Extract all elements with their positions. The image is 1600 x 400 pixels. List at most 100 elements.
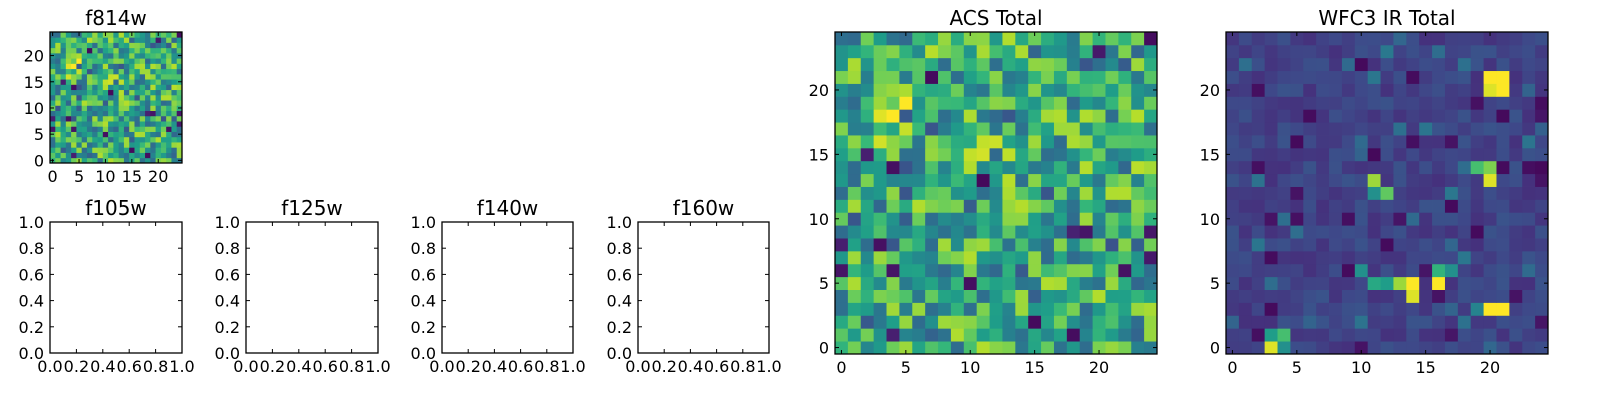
wfc3-ir-total-cell: [1354, 186, 1369, 200]
f814w-cell: [139, 68, 146, 75]
wfc3-ir-total-cell: [1341, 32, 1356, 46]
acs-total-cell: [976, 225, 990, 239]
wfc3-ir-total-cell: [1238, 199, 1253, 213]
acs-total-cell: [1144, 160, 1158, 175]
f814w-cell: [71, 152, 77, 159]
acs-total-cell: [950, 276, 965, 290]
f125w-x-tick-label: 0.8: [339, 357, 364, 376]
acs-total-cell: [1105, 44, 1119, 59]
wfc3-ir-total-cell: [1329, 57, 1343, 72]
wfc3-ir-total-cell: [1316, 173, 1330, 187]
f814w-cell: [134, 63, 141, 70]
f814w-cell: [139, 136, 146, 143]
wfc3-ir-total-cell: [1303, 173, 1317, 187]
f125w-x-tick-label: 0.6: [312, 357, 337, 376]
acs-total-cell: [1015, 122, 1029, 136]
acs-total-cell: [1041, 122, 1055, 136]
f814w-cell: [166, 42, 172, 49]
acs-total-cell: [835, 83, 849, 97]
wfc3-ir-total-cell: [1277, 83, 1291, 97]
wfc3-ir-total-cell: [1419, 263, 1433, 278]
acs-total-cell: [835, 57, 849, 72]
wfc3-ir-total-cell: [1432, 57, 1446, 72]
f814w-cell: [118, 115, 125, 122]
f814w-cell: [81, 47, 88, 54]
f814w-cell: [65, 157, 72, 164]
f814w-cell: [129, 37, 135, 43]
acs-total-cell: [1028, 173, 1042, 187]
acs-total-cell: [1118, 83, 1132, 97]
f814w-cell: [145, 42, 151, 49]
f814w-cell: [86, 79, 93, 85]
ticks-f125w: 0.0 0.2 0.4 0.6 0.8 1.00.00.20.40.60.81.0: [215, 213, 391, 376]
acs-total-cell: [963, 186, 978, 200]
acs-total-cell: [925, 44, 939, 59]
wfc3-ir-total-cell: [1238, 147, 1253, 162]
acs-total-cell: [1053, 173, 1068, 187]
acs-total-cell: [1066, 109, 1081, 123]
wfc3-ir-total-cell: [1251, 302, 1266, 316]
wfc3-ir-total-cell: [1380, 212, 1394, 226]
acs-total-cell: [1118, 32, 1132, 46]
wfc3-ir-total-cell: [1483, 173, 1497, 187]
wfc3-ir-total-cell: [1535, 70, 1549, 84]
acs-total-cell: [1131, 276, 1145, 290]
wfc3-ir-total-cell: [1522, 341, 1536, 355]
wfc3-ir-total-cell: [1277, 70, 1291, 84]
f814w-cell: [60, 131, 67, 138]
wfc3-ir-total-cell: [1406, 109, 1420, 123]
acs-total-cell: [963, 70, 978, 84]
wfc3-ir-total-cell: [1341, 147, 1356, 162]
wfc3-ir-total-cell: [1535, 225, 1549, 239]
acs-total-cell: [1066, 289, 1081, 303]
f814w-cell: [145, 32, 151, 38]
f814w-cell: [129, 42, 135, 49]
acs-total-cell: [847, 289, 862, 303]
wfc3-ir-total-cell: [1457, 135, 1472, 149]
acs-total-cell: [912, 160, 926, 175]
acs-total-cell: [1041, 32, 1055, 46]
wfc3-ir-total-cell: [1444, 276, 1459, 290]
wfc3-ir-total-cell: [1354, 96, 1369, 110]
f814w-cell: [129, 63, 135, 70]
f814w-cell: [97, 58, 104, 64]
f814w-cell: [139, 37, 146, 43]
wfc3-ir-total-cell: [1341, 276, 1356, 290]
wfc3-ir-total-cell: [1457, 83, 1472, 97]
wfc3-ir-total-cell: [1303, 32, 1317, 46]
f814w-cell: [55, 142, 61, 148]
f814w-cell: [81, 147, 88, 153]
acs-total-cell: [1053, 250, 1068, 265]
f814w-cell: [50, 63, 56, 70]
acs-total-cell: [886, 225, 900, 239]
wfc3-ir-total-cell: [1341, 250, 1356, 265]
acs-total-cell: [925, 289, 939, 303]
acs-total-cell: [1015, 302, 1029, 316]
plot-frame-f814w: [49, 31, 183, 164]
acs-total-cell: [1092, 302, 1106, 316]
f814w-cell: [60, 152, 67, 159]
acs-total-cell: [1028, 32, 1042, 46]
f814w-cell: [134, 89, 141, 96]
wfc3-ir-total-cell: [1303, 225, 1317, 239]
acs-total-cell: [873, 328, 887, 342]
f814w-cell: [150, 68, 156, 75]
acs-total-cell: [1002, 122, 1016, 136]
f125w-y-tick-label: 0.0: [215, 344, 240, 363]
wfc3-ir-total-cell: [1393, 225, 1407, 239]
f814w-cell: [118, 79, 125, 85]
wfc3-ir-total-cell: [1509, 225, 1523, 239]
f814w-cell: [86, 94, 93, 101]
acs-total-cell: [860, 173, 875, 187]
acs-total-cell: [899, 135, 913, 149]
f814w-cell: [76, 115, 83, 122]
acs-total-cell: [963, 238, 978, 252]
acs-total-cell: [950, 96, 965, 110]
acs-total-cell: [1053, 109, 1068, 123]
f814w-cell: [108, 136, 114, 143]
f814w-cell: [129, 152, 135, 159]
wfc3-ir-total-cell: [1238, 341, 1253, 355]
wfc3-ir-total-cell: [1264, 238, 1278, 252]
acs-total-cell: [1131, 212, 1145, 226]
f814w-cell: [55, 110, 61, 117]
